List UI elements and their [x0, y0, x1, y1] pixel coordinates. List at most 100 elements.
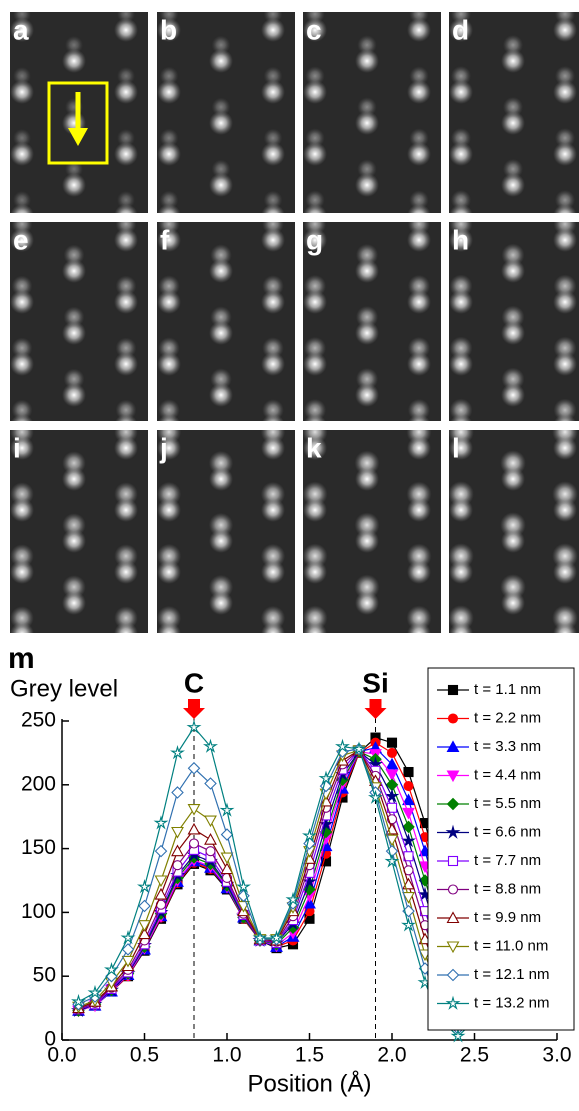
- atom-si: [114, 290, 138, 314]
- atom-c: [105, 699, 129, 723]
- legend-label: t = 3.3 nm: [474, 738, 541, 755]
- panel-content: [157, 222, 295, 421]
- atom-si: [114, 80, 138, 104]
- y-tick-label: 50: [33, 964, 56, 987]
- atom-si: [553, 18, 577, 42]
- atom-si: [209, 49, 233, 73]
- panel-label: b: [160, 14, 177, 45]
- atom-si: [11, 414, 33, 421]
- x-tick-label: 3.0: [542, 1044, 571, 1067]
- atom-si: [166, 0, 190, 11]
- atom-si: [553, 80, 577, 104]
- atom-si: [62, 173, 86, 197]
- atom-si: [449, 498, 473, 522]
- atom-si: [553, 228, 577, 252]
- atom-c: [450, 189, 472, 211]
- image-panel: i: [10, 430, 190, 739]
- atom-c: [554, 65, 576, 87]
- atom-si: [407, 352, 431, 376]
- atom-si: [449, 204, 473, 213]
- atom-si: [157, 228, 181, 252]
- marker: [285, 891, 301, 907]
- marker: [446, 968, 460, 982]
- atom-si: [501, 111, 525, 135]
- atom-si: [407, 290, 431, 314]
- atom-si: [553, 560, 577, 584]
- marker: [401, 833, 416, 848]
- atom-si: [262, 414, 284, 421]
- atom-si: [501, 49, 525, 73]
- legend-label: t = 6.6 nm: [474, 823, 541, 840]
- atom-c: [263, 190, 283, 210]
- atom-si: [157, 142, 181, 166]
- marker: [154, 875, 168, 888]
- marker: [447, 855, 459, 867]
- panel-content: [10, 430, 190, 739]
- atom-si: [62, 0, 86, 11]
- marker: [351, 741, 367, 756]
- atom-c: [157, 668, 181, 692]
- atom-c: [251, 637, 276, 662]
- atom-si: [397, 0, 421, 11]
- atom-si: [157, 80, 181, 104]
- atom-c: [159, 128, 179, 148]
- legend-label: t = 5.5 nm: [474, 795, 541, 812]
- atom-si: [304, 414, 326, 421]
- atom-si: [209, 111, 233, 135]
- marker: [445, 995, 461, 1010]
- atom-c: [502, 158, 524, 180]
- highlight-box: [47, 81, 109, 165]
- panel-content: [10, 222, 148, 421]
- atom-si: [449, 622, 473, 633]
- atom-si: [10, 560, 34, 584]
- atom-si: [355, 591, 379, 615]
- y-tick-label: 200: [21, 772, 56, 795]
- atom-si: [261, 684, 285, 708]
- atom-si: [459, 0, 483, 11]
- atom-si: [501, 467, 525, 491]
- atom-si: [209, 383, 233, 407]
- atom-si: [157, 560, 181, 584]
- panel-content: [397, 0, 579, 213]
- atom-c: [211, 159, 231, 179]
- image-panel: g: [303, 222, 441, 421]
- annotation-arrow: [364, 699, 387, 719]
- atom-si: [303, 436, 327, 460]
- y-tick-label: 250: [21, 709, 56, 732]
- atom-si: [251, 0, 275, 11]
- atom-si: [166, 715, 190, 739]
- atom-si: [10, 228, 34, 252]
- marker: [121, 955, 135, 968]
- marker: [171, 844, 184, 857]
- x-tick-label: 1.0: [212, 1044, 241, 1067]
- atom-c: [357, 97, 377, 117]
- marker: [87, 984, 103, 1000]
- atom-si: [303, 622, 327, 633]
- annotation-label: C: [184, 667, 204, 698]
- atom-si: [501, 173, 525, 197]
- y-axis-label: Grey level: [10, 675, 118, 702]
- highlight-arrow-head: [68, 128, 88, 146]
- atom-c: [396, 636, 422, 662]
- atom-c: [251, 699, 276, 724]
- atom-si: [62, 591, 86, 615]
- atom-si: [10, 80, 34, 104]
- atom-si: [407, 142, 431, 166]
- atom-si: [261, 80, 285, 104]
- panel-label: d: [452, 14, 469, 45]
- atom-si: [105, 715, 129, 739]
- atom-si: [62, 467, 86, 491]
- atom-si: [62, 383, 86, 407]
- atom-si: [157, 204, 181, 213]
- atom-si: [261, 142, 285, 166]
- atom-si: [553, 204, 577, 213]
- atom-si: [62, 49, 86, 73]
- atom-si: [114, 498, 138, 522]
- panel-content: [105, 430, 295, 739]
- atom-c: [409, 190, 429, 210]
- atom-si: [105, 0, 129, 11]
- annotation-arrow: [183, 699, 205, 719]
- atom-si: [62, 529, 86, 553]
- marker: [171, 786, 184, 799]
